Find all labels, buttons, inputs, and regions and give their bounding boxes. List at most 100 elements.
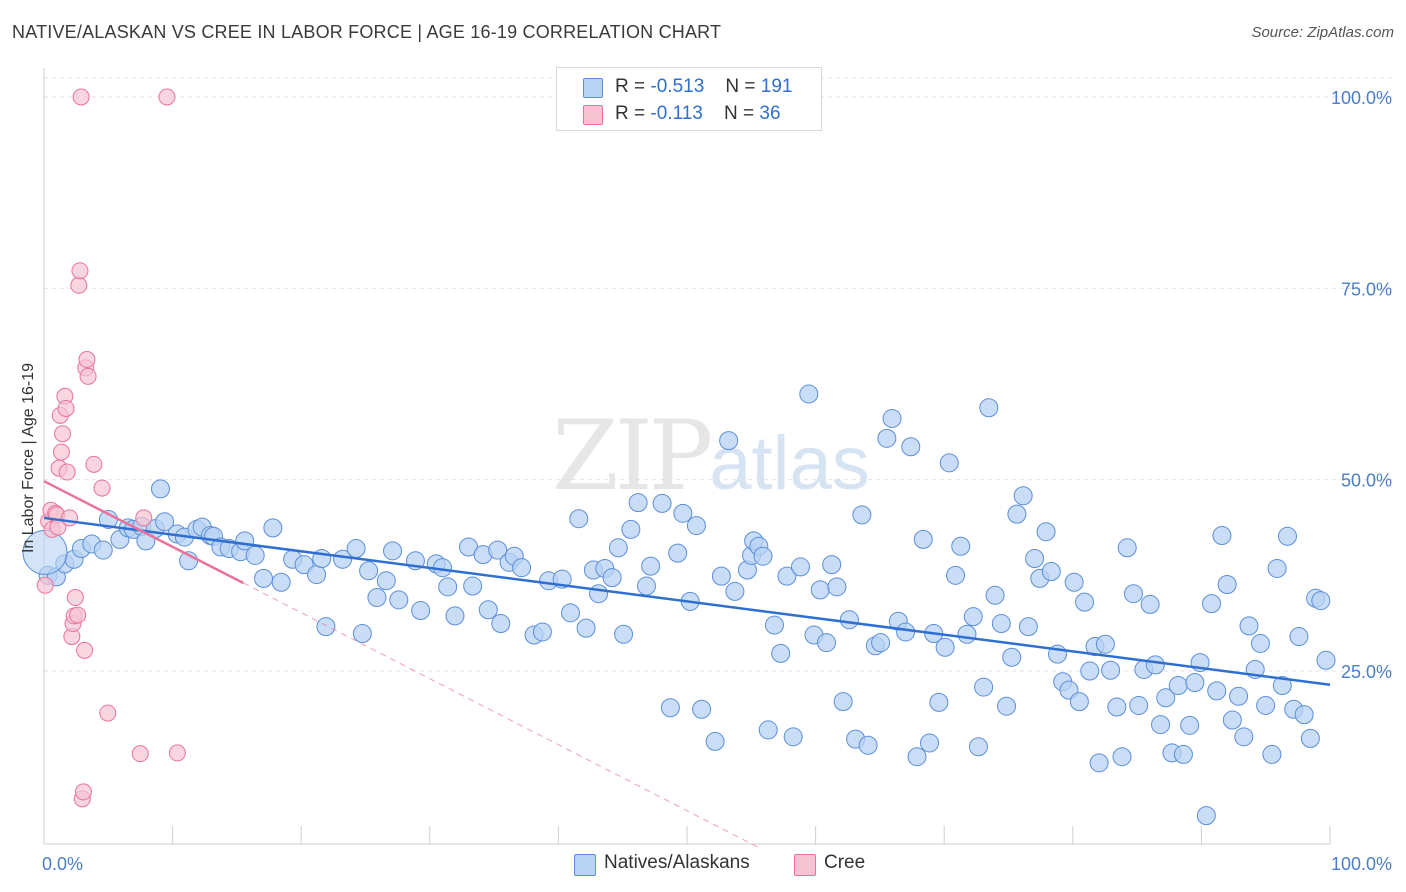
point-natives — [839, 610, 859, 630]
point-natives — [833, 692, 853, 712]
point-natives — [294, 555, 314, 575]
y-tick-label: 100.0% — [1331, 88, 1392, 108]
point-natives — [974, 677, 994, 697]
point-natives — [478, 600, 498, 620]
point-natives — [346, 539, 366, 559]
point-natives — [985, 585, 1005, 605]
point-natives — [641, 556, 661, 576]
point-natives — [913, 529, 933, 549]
chart-title: NATIVE/ALASKAN VS CREE IN LABOR FORCE | … — [12, 22, 722, 42]
y-axis-label: In Labor Force | Age 16-19 — [20, 363, 37, 553]
trend-lines — [43, 480, 1331, 848]
point-natives — [939, 453, 959, 473]
series-natives-alaskans — [22, 384, 1336, 826]
point-natives — [1013, 486, 1033, 506]
point-natives — [946, 565, 966, 585]
legend-row-natives: R = -0.513 N = 191 — [557, 74, 821, 100]
bottom-swatch-blue — [574, 854, 596, 876]
point-natives — [896, 622, 916, 642]
point-natives — [352, 623, 372, 643]
point-natives — [1036, 522, 1056, 542]
r-value: -0.513 — [650, 76, 705, 97]
point-natives — [920, 733, 940, 753]
point-natives — [1168, 676, 1188, 696]
legend-row-cree: R = -0.113 N = 36 — [557, 101, 821, 127]
point-cree — [71, 262, 89, 280]
point-natives — [1080, 661, 1100, 681]
legend-swatch-pink — [583, 105, 603, 125]
point-cree — [93, 479, 111, 497]
point-natives — [758, 720, 778, 740]
point-natives — [1250, 633, 1270, 653]
r-value: -0.113 — [650, 103, 703, 124]
point-natives — [1151, 715, 1171, 735]
point-natives — [1107, 697, 1127, 717]
point-natives — [1075, 592, 1095, 612]
point-natives — [307, 565, 327, 585]
point-natives — [1277, 526, 1297, 546]
source-label: Source: ZipAtlas.com — [1251, 24, 1394, 41]
point-natives — [963, 607, 983, 627]
point-natives — [1229, 686, 1249, 706]
point-cree — [69, 606, 87, 624]
point-cree — [168, 744, 186, 762]
point-natives — [929, 692, 949, 712]
point-natives — [576, 618, 596, 638]
point-natives — [1145, 655, 1165, 675]
point-natives — [991, 614, 1011, 634]
point-natives — [1196, 806, 1216, 826]
point-natives — [491, 614, 511, 634]
point-cree — [70, 276, 88, 294]
point-natives — [263, 518, 283, 538]
point-natives — [1069, 692, 1089, 712]
point-natives — [383, 541, 403, 561]
point-natives — [901, 437, 921, 457]
point-cree — [85, 455, 103, 473]
point-cree — [57, 399, 75, 417]
point-natives — [438, 577, 458, 597]
series-cree — [36, 88, 186, 808]
point-natives — [668, 543, 688, 563]
point-natives — [1212, 526, 1232, 546]
point-natives — [1129, 695, 1149, 715]
point-natives — [968, 737, 988, 757]
axes — [43, 68, 1331, 845]
trend-line-natives — [43, 516, 1331, 687]
point-natives — [333, 549, 353, 569]
point-natives — [997, 696, 1017, 716]
point-natives — [253, 568, 273, 588]
watermark-zip: ZIP — [552, 400, 713, 512]
point-natives — [1112, 747, 1132, 767]
point-natives — [827, 577, 847, 597]
point-natives — [560, 603, 580, 623]
point-natives — [569, 509, 589, 529]
point-natives — [1300, 728, 1320, 748]
point-natives — [771, 643, 791, 663]
point-cree — [131, 745, 149, 763]
point-natives — [602, 568, 622, 588]
x-tick-label: 100.0% — [1331, 854, 1392, 874]
point-cree — [66, 589, 84, 607]
point-natives — [852, 505, 872, 525]
point-natives — [777, 566, 797, 586]
point-natives — [871, 633, 891, 653]
point-natives — [389, 590, 409, 610]
point-natives — [673, 503, 693, 523]
point-natives — [810, 580, 830, 600]
point-natives — [1316, 650, 1336, 670]
y-tick-label: 25.0% — [1341, 662, 1392, 682]
point-cree — [78, 351, 96, 369]
point-natives — [512, 558, 532, 578]
point-natives — [1311, 591, 1331, 611]
n-value: 191 — [760, 76, 793, 97]
point-natives — [608, 538, 628, 558]
point-natives — [1267, 558, 1287, 578]
x-tick-label: 0.0% — [42, 854, 83, 874]
point-natives — [1180, 715, 1200, 735]
point-natives — [1217, 575, 1237, 595]
point-natives — [652, 493, 672, 513]
point-natives — [719, 431, 739, 451]
point-natives — [764, 615, 784, 635]
bottom-legend-label: Natives/Alaskans — [604, 852, 750, 873]
point-natives — [1025, 548, 1045, 568]
